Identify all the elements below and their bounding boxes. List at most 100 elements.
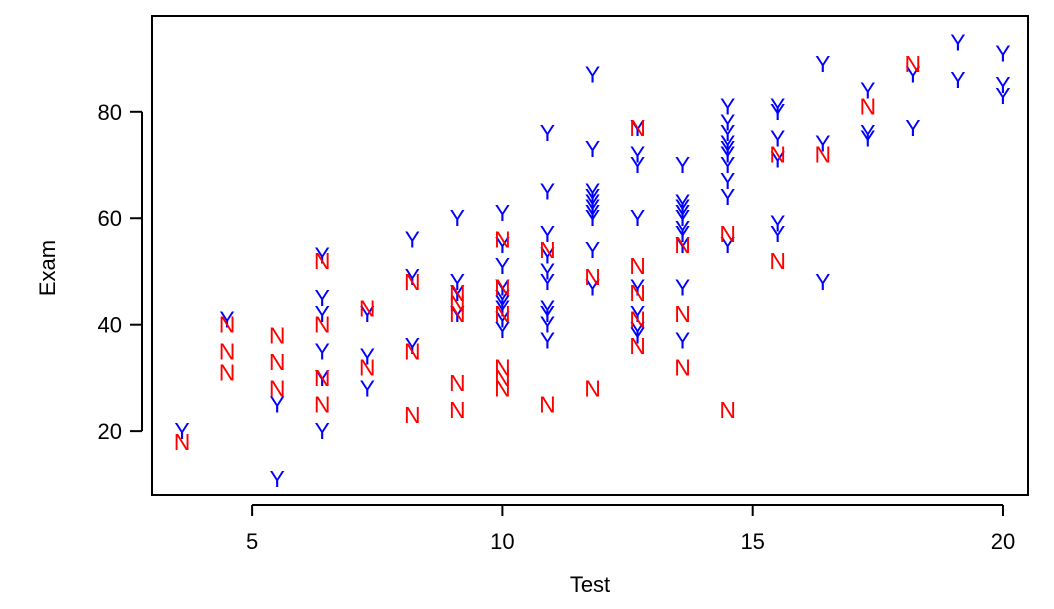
point-y: Y xyxy=(315,301,330,327)
point-n: N xyxy=(449,370,466,396)
point-y: Y xyxy=(360,301,375,327)
point-n: N xyxy=(219,338,236,364)
point-n: N xyxy=(314,392,331,418)
point-y: Y xyxy=(174,418,189,444)
point-y: Y xyxy=(995,83,1010,109)
point-y: Y xyxy=(630,274,645,300)
point-y: Y xyxy=(630,317,645,343)
point-y: Y xyxy=(675,195,690,221)
point-y: Y xyxy=(720,109,735,135)
point-y: Y xyxy=(450,301,465,327)
point-y: Y xyxy=(720,93,735,119)
point-n: N xyxy=(174,429,191,455)
y-tick-label: 60 xyxy=(98,206,122,231)
point-n: N xyxy=(359,354,376,380)
point-n: N xyxy=(269,322,286,348)
point-y: Y xyxy=(720,120,735,146)
point-n: N xyxy=(539,237,556,263)
point-y: Y xyxy=(675,189,690,215)
point-n: N xyxy=(629,280,646,306)
point-y: Y xyxy=(675,205,690,231)
x-axis: 5 10 15 20 xyxy=(246,504,1015,554)
point-y: Y xyxy=(540,243,555,269)
point-y: Y xyxy=(540,301,555,327)
point-n: N xyxy=(814,141,831,167)
point-y: Y xyxy=(720,141,735,167)
point-n: N xyxy=(449,280,466,306)
point-y: Y xyxy=(585,62,600,88)
point-n: N xyxy=(629,333,646,359)
point-y: Y xyxy=(540,296,555,322)
point-n: N xyxy=(674,301,691,327)
point-y: Y xyxy=(269,392,284,418)
point-y: Y xyxy=(815,269,830,295)
point-y: Y xyxy=(720,136,735,162)
point-n: N xyxy=(769,141,786,167)
point-y: Y xyxy=(720,152,735,178)
point-y: Y xyxy=(540,312,555,338)
point-n: N xyxy=(494,301,511,327)
point-y: Y xyxy=(675,221,690,247)
point-y: Y xyxy=(630,115,645,141)
point-n: N xyxy=(269,376,286,402)
point-y: Y xyxy=(950,67,965,93)
point-y: Y xyxy=(495,274,510,300)
point-n: N xyxy=(905,51,922,77)
point-y: Y xyxy=(585,136,600,162)
point-y: Y xyxy=(630,301,645,327)
point-y: Y xyxy=(770,125,785,151)
point-y: Y xyxy=(995,72,1010,98)
point-n: N xyxy=(219,312,236,338)
point-n: N xyxy=(494,376,511,402)
point-y: Y xyxy=(720,232,735,258)
point-n: N xyxy=(314,248,331,274)
point-y: Y xyxy=(360,344,375,370)
point-y: Y xyxy=(585,179,600,205)
point-n: N xyxy=(629,115,646,141)
point-n: N xyxy=(219,360,236,386)
point-y: Y xyxy=(495,285,510,311)
point-y: Y xyxy=(630,205,645,231)
point-n: N xyxy=(404,338,421,364)
point-y: Y xyxy=(405,333,420,359)
point-n: N xyxy=(359,296,376,322)
point-n: N xyxy=(404,269,421,295)
point-n: N xyxy=(314,365,331,391)
point-y: Y xyxy=(540,120,555,146)
point-y: Y xyxy=(860,78,875,104)
point-y: Y xyxy=(770,147,785,173)
point-y: Y xyxy=(540,269,555,295)
point-y: Y xyxy=(720,131,735,157)
point-y: Y xyxy=(720,184,735,210)
point-n: N xyxy=(674,232,691,258)
point-n: N xyxy=(719,221,736,247)
point-y: Y xyxy=(720,168,735,194)
point-n: N xyxy=(449,290,466,316)
point-n: N xyxy=(404,402,421,428)
point-y: Y xyxy=(815,51,830,77)
point-n: N xyxy=(494,227,511,253)
point-y: Y xyxy=(405,264,420,290)
x-axis-title: Test xyxy=(570,572,610,597)
point-y: Y xyxy=(360,376,375,402)
point-y: Y xyxy=(675,200,690,226)
point-y: Y xyxy=(675,152,690,178)
point-y: Y xyxy=(315,285,330,311)
point-n: N xyxy=(494,274,511,300)
point-y: Y xyxy=(269,466,284,492)
point-y: Y xyxy=(495,317,510,343)
point-n: N xyxy=(269,349,286,375)
point-y: Y xyxy=(540,221,555,247)
point-n: N xyxy=(719,397,736,423)
point-y: Y xyxy=(585,205,600,231)
point-y: Y xyxy=(450,269,465,295)
y-tick-label: 20 xyxy=(98,419,122,444)
point-n: N xyxy=(769,248,786,274)
point-y: Y xyxy=(540,258,555,284)
point-n: N xyxy=(314,312,331,338)
y-tick-label: 80 xyxy=(98,100,122,125)
point-n: N xyxy=(860,93,877,119)
point-y: Y xyxy=(630,322,645,348)
point-n: N xyxy=(629,306,646,332)
